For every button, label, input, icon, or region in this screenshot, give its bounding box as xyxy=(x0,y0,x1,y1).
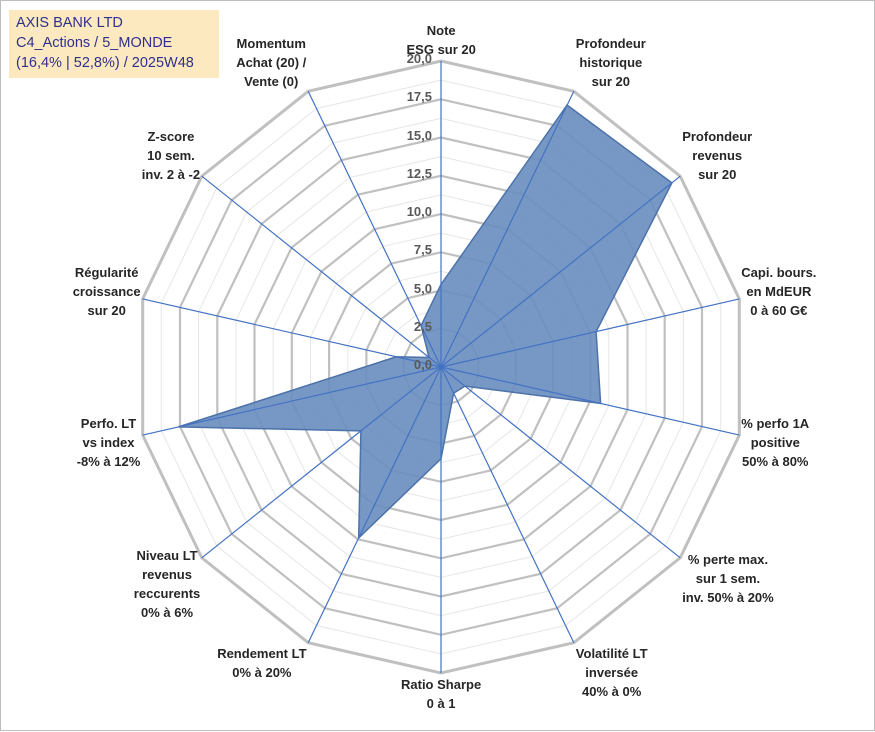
axis-label-line: -8% à 12% xyxy=(77,452,141,471)
axis-label-line: Momentum xyxy=(236,34,306,53)
axis-label-line: Achat (20) / xyxy=(236,53,306,72)
chart-title-box: AXIS BANK LTD C4_Actions / 5_MONDE (16,4… xyxy=(9,10,219,78)
axis-label-line: Profondeur xyxy=(682,127,752,146)
axis-label-line: 0% à 6% xyxy=(134,603,200,622)
axis-label-line: 0% à 20% xyxy=(217,663,306,682)
axis-label-6: % perte max.sur 1 sem.inv. 50% à 20% xyxy=(682,550,774,607)
radial-tick-label: 10,0 xyxy=(407,204,432,219)
axis-label-line: sur 20 xyxy=(682,165,752,184)
radial-tick-label: 7,5 xyxy=(414,242,432,257)
axis-label-line: vs index xyxy=(77,433,141,452)
radial-tick-label: 0,0 xyxy=(414,357,432,372)
axis-label-line: 40% à 0% xyxy=(576,682,648,701)
axis-label-line: Rendement LT xyxy=(217,644,306,663)
axis-label-line: inv. 2 à -2 xyxy=(142,165,200,184)
axis-label-line: positive xyxy=(741,433,809,452)
chart-title-line-2: C4_Actions / 5_MONDE xyxy=(16,33,219,53)
axis-label-line: reccurents xyxy=(134,584,200,603)
axis-label-line: Volatilité LT xyxy=(576,644,648,663)
radial-tick-label: 17,5 xyxy=(407,89,432,104)
axis-label-line: % perfo 1A xyxy=(741,414,809,433)
axis-label-line: Note xyxy=(407,21,476,40)
axis-label-line: sur 20 xyxy=(73,301,141,320)
radial-tick-label: 12,5 xyxy=(407,166,432,181)
axis-label-line: Perfo. LT xyxy=(77,414,141,433)
radial-tick-label: 2,5 xyxy=(414,319,432,334)
axis-label-line: sur 20 xyxy=(576,72,646,91)
axis-label-line: en MdEUR xyxy=(741,282,816,301)
axis-label-line: Profondeur xyxy=(576,34,646,53)
axis-label-line: 0 à 60 G€ xyxy=(741,301,816,320)
axis-label-line: inv. 50% à 20% xyxy=(682,588,774,607)
axis-label-line: ESG sur 20 xyxy=(407,40,476,59)
axis-label-line: 50% à 80% xyxy=(741,452,809,471)
axis-label-line: croissance xyxy=(73,282,141,301)
chart-title-line-3: (16,4% | 52,8%) / 2025W48 xyxy=(16,53,219,73)
axis-label-line: historique xyxy=(576,53,646,72)
radial-tick-label: 15,0 xyxy=(407,128,432,143)
axis-spoke xyxy=(441,367,574,643)
axis-label-line: sur 1 sem. xyxy=(682,569,774,588)
axis-label-line: inversée xyxy=(576,663,648,682)
chart-title-line-1: AXIS BANK LTD xyxy=(16,13,219,33)
axis-label-line: Régularité xyxy=(73,263,141,282)
axis-label-line: revenus xyxy=(134,565,200,584)
axis-label-line: Vente (0) xyxy=(236,72,306,91)
axis-label-line: Capi. bours. xyxy=(741,263,816,282)
axis-label-line: % perte max. xyxy=(682,550,774,569)
axis-label-line: Niveau LT xyxy=(134,546,200,565)
axis-label-line: 10 sem. xyxy=(142,146,200,165)
axis-label-line: 0 à 1 xyxy=(401,694,481,713)
axis-label-line: Ratio Sharpe xyxy=(401,675,481,694)
axis-label-line: Z-score xyxy=(142,127,200,146)
radial-tick-label: 5,0 xyxy=(414,281,432,296)
axis-label-line: revenus xyxy=(682,146,752,165)
